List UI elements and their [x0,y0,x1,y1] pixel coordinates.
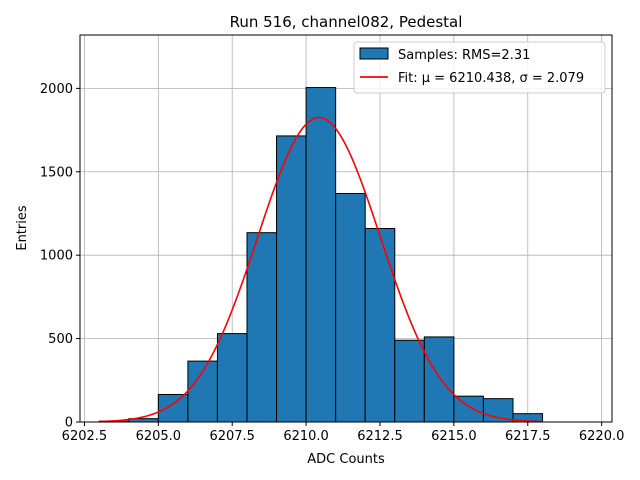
legend-box [353,41,606,94]
plot-frame [79,34,613,423]
x-tick-label: 6205.0 [136,429,182,444]
histogram-bar [364,228,396,423]
y-tick-label: 0 [65,416,73,431]
histogram-bar [276,135,307,423]
x-axis-ticks: 6202.5 6205.0 6207.5 6210.0 6212.5 6215.0 6217… [62,422,625,444]
histogram-bar [394,339,425,423]
histogram-bar [423,336,455,423]
y-tick-label: 2000 [40,82,73,97]
y-tick-label: 500 [48,332,73,347]
legend-fit-label: Fit: μ = 6210.438, σ = 2.079 [398,71,584,86]
histogram-bar [246,232,278,423]
histogram-bars [98,87,544,423]
x-tick-label: 6220.0 [579,429,625,444]
histogram-bar [305,87,337,423]
histogram-bar [157,393,189,423]
y-axis-label: Entries [15,205,30,251]
fit-curve [99,116,543,423]
histogram-bar [216,333,248,423]
x-axis-label: ADC Counts [307,452,385,467]
x-tick-label: 6202.5 [62,429,108,444]
x-tick-label: 6212.5 [357,429,403,444]
x-tick-label: 6207.5 [209,429,255,444]
legend-histogram-label: Samples: RMS=2.31 [398,48,530,63]
histogram-bar [482,398,514,423]
x-tick-label: 6217.5 [505,429,551,444]
legend-histogram-swatch [359,47,389,60]
chart-title: Run 516, channel082, Pedestal [230,13,463,31]
histogram-bar [453,395,484,423]
x-tick-label: 6215.0 [431,429,477,444]
y-tick-label: 1000 [40,249,73,264]
legend: Samples: RMS=2.31 Fit: μ = 6210.438, σ =… [353,41,606,94]
x-tick-label: 6210.0 [283,429,329,444]
y-tick-label: 1500 [40,165,73,180]
histogram-bar [335,192,366,423]
y-axis-ticks: 0 500 1000 1500 2000 [40,82,80,431]
